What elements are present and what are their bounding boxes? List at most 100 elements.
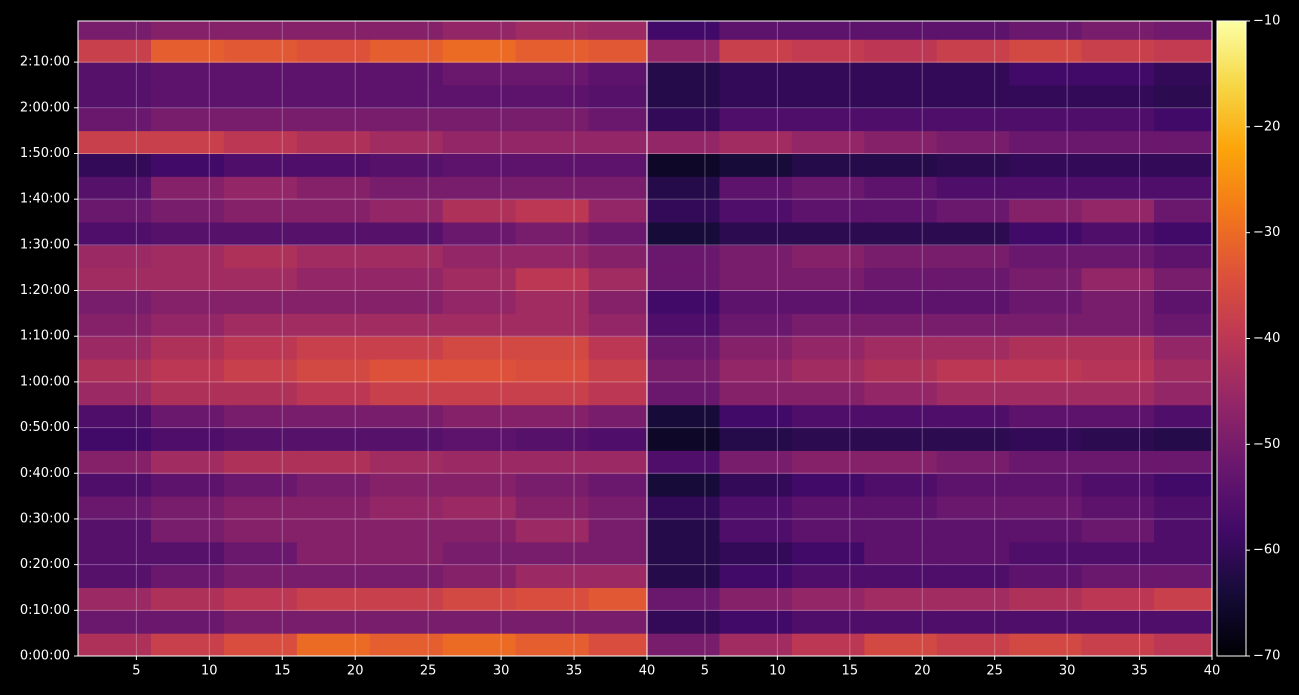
heatmap-cell bbox=[936, 84, 1010, 109]
heatmap-cell bbox=[719, 359, 793, 383]
heatmap-cell bbox=[150, 336, 225, 360]
heatmap-cell bbox=[223, 336, 298, 360]
heatmap-cell bbox=[223, 496, 298, 520]
heatmap-cell bbox=[864, 153, 938, 177]
heatmap-cell bbox=[1154, 381, 1213, 406]
heatmap-cell bbox=[1154, 244, 1213, 269]
heatmap-cell bbox=[647, 84, 720, 109]
heatmap-cell bbox=[719, 336, 793, 360]
heatmap-cell bbox=[719, 222, 793, 246]
heatmap-cell bbox=[369, 222, 444, 246]
heatmap-cell bbox=[588, 473, 648, 497]
heatmap-cell bbox=[515, 21, 590, 40]
heatmap-cell bbox=[1081, 633, 1155, 657]
heatmap-cell bbox=[150, 39, 225, 63]
heatmap-cell bbox=[515, 473, 590, 497]
heatmap-cell bbox=[1009, 39, 1083, 63]
heatmap-cell bbox=[936, 107, 1010, 132]
heatmap-cell bbox=[369, 496, 444, 520]
x-tick-label: 15 bbox=[274, 664, 291, 679]
heatmap-cell bbox=[1154, 21, 1213, 40]
heatmap-cell bbox=[647, 564, 720, 588]
heatmap-cell bbox=[1009, 84, 1083, 109]
heatmap-cell bbox=[588, 564, 648, 588]
heatmap-cell bbox=[1081, 130, 1155, 154]
heatmap-cell bbox=[150, 290, 225, 314]
heatmap-cell bbox=[1081, 222, 1155, 246]
heatmap-cell bbox=[1081, 107, 1155, 132]
heatmap-cell bbox=[864, 267, 938, 292]
heatmap-cell bbox=[1081, 199, 1155, 223]
heatmap-cell bbox=[442, 21, 517, 40]
y-tick-label: 0:10:00 bbox=[20, 603, 70, 618]
heatmap-cell bbox=[936, 541, 1010, 566]
heatmap-cell bbox=[936, 130, 1010, 154]
heatmap-cell bbox=[791, 130, 865, 154]
heatmap-cell bbox=[1081, 313, 1155, 337]
heatmap-cell bbox=[296, 130, 371, 154]
heatmap-cell bbox=[442, 39, 517, 63]
x-tick-label: 15 bbox=[842, 664, 859, 679]
colorbar-tick-label: −50 bbox=[1253, 437, 1280, 452]
colorbar-tick-label: −30 bbox=[1253, 225, 1280, 240]
heatmap-cell bbox=[1009, 21, 1083, 40]
heatmap-cell bbox=[442, 610, 517, 634]
plot-frame bbox=[646, 20, 1213, 657]
heatmap-cell bbox=[369, 450, 444, 474]
heatmap-cell bbox=[1009, 496, 1083, 520]
heatmap-cell bbox=[791, 450, 865, 474]
heatmap-cell bbox=[791, 610, 865, 634]
heatmap-cell bbox=[1081, 541, 1155, 566]
heatmap-cell bbox=[864, 336, 938, 360]
heatmap-cell bbox=[936, 244, 1010, 269]
heatmap-cell bbox=[1009, 336, 1083, 360]
heatmap-cell bbox=[791, 564, 865, 588]
heatmap-cell bbox=[1154, 336, 1213, 360]
heatmap-cell bbox=[442, 633, 517, 657]
heatmap-cell bbox=[1154, 313, 1213, 337]
heatmap-cell bbox=[864, 381, 938, 406]
heatmap-cell bbox=[1081, 84, 1155, 109]
heatmap-cell bbox=[78, 473, 152, 497]
heatmap-cell bbox=[78, 39, 152, 63]
heatmap-cell bbox=[1009, 290, 1083, 314]
heatmap-cell bbox=[369, 290, 444, 314]
heatmap-cell bbox=[515, 267, 590, 292]
heatmap-cell bbox=[515, 587, 590, 611]
heatmap-cell bbox=[1154, 222, 1213, 246]
heatmap-cell bbox=[864, 450, 938, 474]
heatmap-cell bbox=[296, 450, 371, 474]
heatmap-cell bbox=[442, 473, 517, 497]
heatmap-cell bbox=[369, 130, 444, 154]
heatmap-cell bbox=[1081, 518, 1155, 543]
heatmap-cell bbox=[791, 62, 865, 86]
heatmap-cell bbox=[936, 427, 1010, 451]
heatmap-cell bbox=[1081, 267, 1155, 292]
heatmap-cell bbox=[223, 473, 298, 497]
heatmap-cell bbox=[719, 130, 793, 154]
y-tick-label: 1:50:00 bbox=[20, 146, 70, 161]
heatmap-cell bbox=[791, 244, 865, 269]
y-tick-label: 0:40:00 bbox=[20, 466, 70, 481]
heatmap-cell bbox=[647, 199, 720, 223]
heatmap-cell bbox=[864, 564, 938, 588]
y-tick-label: 2:00:00 bbox=[20, 100, 70, 115]
x-tick-label: 20 bbox=[347, 664, 364, 679]
heatmap-cell bbox=[719, 633, 793, 657]
heatmap-cell bbox=[442, 336, 517, 360]
heatmap-cell bbox=[296, 404, 371, 429]
heatmap-cell bbox=[296, 107, 371, 132]
heatmap-cell bbox=[369, 107, 444, 132]
heatmap-cell bbox=[369, 267, 444, 292]
heatmap-cell bbox=[864, 610, 938, 634]
heatmap-cell bbox=[719, 518, 793, 543]
heatmap-cell bbox=[515, 107, 590, 132]
y-tick-label: 0:00:00 bbox=[20, 649, 70, 664]
heatmap-cell bbox=[936, 587, 1010, 611]
heatmap-cell bbox=[864, 107, 938, 132]
heatmap-cell bbox=[223, 39, 298, 63]
heatmap-cell bbox=[588, 633, 648, 657]
heatmap-cell bbox=[936, 267, 1010, 292]
heatmap-cell bbox=[719, 153, 793, 177]
